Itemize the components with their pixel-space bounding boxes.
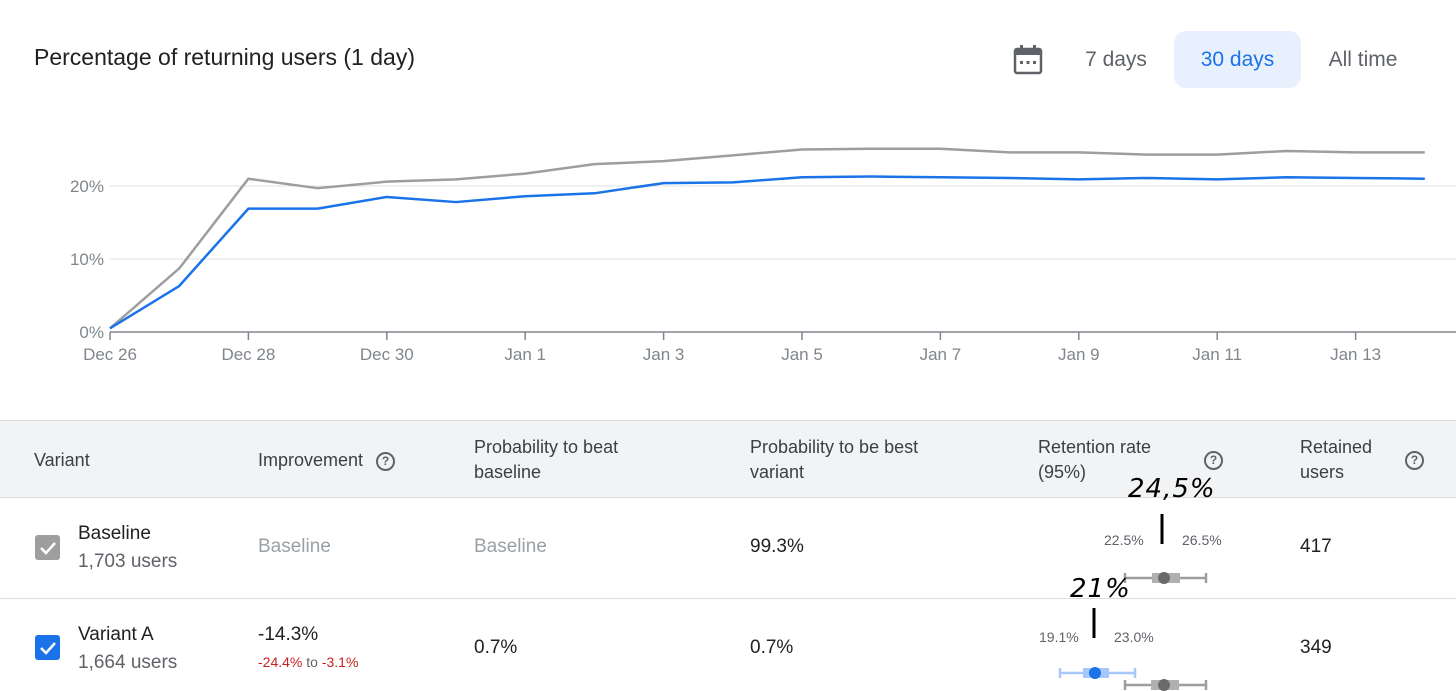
improvement-value: -14.3% [258, 624, 319, 645]
header-retained-line2: users [1300, 462, 1345, 482]
variant-users: 1,664 users [78, 652, 178, 673]
y-tick-label: 10% [70, 250, 104, 269]
baseline-ci-bar [1123, 572, 1208, 584]
check-icon [39, 641, 56, 655]
annotation-baseline-tick [1160, 514, 1164, 544]
variant-name: Variant A [78, 624, 154, 645]
improvement-high: -3.1% [321, 654, 359, 670]
header-prob-beat-line2: baseline [474, 462, 542, 482]
x-tick-label: Jan 7 [920, 345, 962, 364]
retained-users-value: 417 [1300, 536, 1332, 557]
series-line-baseline [109, 147, 1425, 330]
x-tick-label: Dec 28 [221, 345, 275, 364]
header-retained-line1: Retained [1300, 437, 1373, 457]
improvement-low: -24.4% [258, 654, 303, 670]
x-tick-label: Jan 5 [781, 345, 823, 364]
calendar-icon[interactable] [1012, 44, 1044, 76]
prob-beat-value: Baseline [474, 536, 547, 557]
header-prob-best-line1: Probability to be best [750, 437, 919, 457]
annotation-variant-tick [1092, 608, 1096, 638]
header-improvement: Improvement ? [258, 448, 396, 473]
header-retained: Retained users [1300, 435, 1372, 485]
header-prob-beat-line1: Probability to beat [474, 437, 619, 457]
help-icon[interactable]: ? [376, 451, 396, 471]
x-tick-label: Jan 3 [643, 345, 685, 364]
x-tick-label: Jan 9 [1058, 345, 1100, 364]
x-tick-label: Dec 30 [360, 345, 414, 364]
annotation-baseline: 24,5% [1128, 474, 1216, 504]
row-divider [0, 598, 1456, 599]
variant-name: Baseline [78, 523, 151, 544]
header-prob-beat: Probability to beat baseline [474, 435, 618, 485]
range-7-days-button[interactable]: 7 days [1085, 47, 1147, 71]
x-tick-label: Jan 1 [504, 345, 546, 364]
prob-beat-value: 0.7% [474, 637, 518, 658]
header-variant: Variant [34, 450, 90, 470]
range-30-days-button[interactable]: 30 days [1174, 31, 1301, 88]
range-all-time-button[interactable]: All time [1328, 47, 1398, 71]
header-prob-best: Probability to be best variant [750, 435, 918, 485]
table-row-baseline: Baseline 1,703 users Baseline Baseline 9… [0, 498, 1456, 598]
improvement-range: -24.4% to -3.1% [258, 654, 358, 670]
variant-a-checkbox[interactable] [35, 635, 60, 660]
header-retention: Retention rate (95%) [1038, 435, 1151, 485]
help-icon[interactable]: ? [1204, 451, 1223, 470]
retention-line-chart: 0% 10% 20% Dec 26 Dec 28 Dec 30 Jan 1 Jan 3 Jan … [70, 147, 1456, 364]
header-retention-line2: (95%) [1038, 462, 1087, 482]
baseline-checkbox[interactable] [35, 535, 60, 560]
annotation-variant: 21% [1070, 574, 1131, 604]
check-icon [39, 541, 56, 555]
variant-a-ci-bar [1058, 667, 1208, 691]
help-icon[interactable]: ? [1405, 451, 1424, 470]
prob-best-value: 0.7% [750, 637, 794, 658]
variant-users: 1,703 users [78, 551, 178, 572]
ci-high-label: 26.5% [1182, 532, 1222, 548]
improvement-value: Baseline [258, 536, 331, 557]
ci-low-label: 19.1% [1039, 629, 1079, 645]
improvement-to: to [306, 654, 318, 670]
table-row-variant-a: Variant A 1,664 users -14.3% -24.4% to -… [0, 599, 1456, 691]
y-tick-label: 0% [79, 323, 104, 342]
ci-high-label: 23.0% [1114, 629, 1154, 645]
header-prob-best-line2: variant [750, 462, 805, 482]
y-tick-label: 20% [70, 177, 104, 196]
header-retention-line1: Retention rate [1038, 437, 1152, 457]
series-line-variant-a [109, 175, 1425, 330]
header-improvement-label: Improvement [258, 450, 364, 470]
x-tick-label: Dec 26 [83, 345, 137, 364]
x-tick-label: Jan 11 [1192, 345, 1242, 364]
ci-low-label: 22.5% [1104, 532, 1144, 548]
table-header: Variant Improvement ? Probability to bea… [0, 420, 1456, 498]
chart-title: Percentage of returning users (1 day) [34, 44, 415, 70]
retained-users-value: 349 [1300, 637, 1332, 658]
prob-best-value: 99.3% [750, 536, 804, 557]
x-tick-label: Jan 13 [1330, 345, 1381, 364]
